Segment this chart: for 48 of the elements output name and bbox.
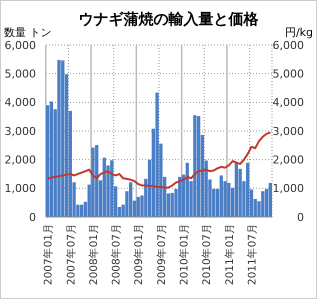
y2-tick-label: 0 (297, 210, 304, 224)
x-tick-label: 2008年01月 (88, 223, 100, 286)
chart-title: ウナギ蒲焼の輸入量と価格 (78, 10, 260, 28)
y2-axis-title: 円/kg (284, 26, 313, 39)
bar (46, 105, 50, 217)
y2-tick-label: 5,000 (272, 68, 304, 81)
bar (220, 175, 223, 217)
bar (102, 158, 106, 217)
y2-tick-label: 2,000 (272, 154, 304, 167)
bar (261, 191, 264, 217)
x-tick-label: 2010年07月 (201, 223, 214, 286)
bar (246, 162, 250, 217)
bar (129, 182, 132, 217)
x-tick-label: 2009年01月 (133, 223, 146, 286)
bar (136, 196, 140, 217)
bar (196, 116, 200, 217)
x-tick-label: 2010年01月 (178, 223, 191, 286)
bar (178, 176, 182, 217)
x-tick-label: 2011年01月 (224, 223, 236, 286)
x-tick-label: 2008年07月 (110, 223, 123, 286)
line-series (46, 131, 272, 189)
bar (186, 162, 189, 217)
bar (155, 92, 159, 217)
y-tick-label: 3,000 (4, 124, 36, 138)
y-tick-label: 1,000 (4, 182, 36, 196)
y2-tick-label: 3,000 (272, 124, 304, 138)
y-tick-label: 0 (29, 210, 36, 224)
y2-tick-label: 6,000 (272, 38, 304, 52)
bar (110, 160, 114, 217)
y-tick-label: 6,000 (4, 38, 36, 52)
y-tick-label: 2,000 (4, 154, 36, 167)
y-axis-title: 数量 トン (4, 26, 52, 39)
bar (227, 182, 230, 217)
y-tick-label: 5,000 (4, 68, 36, 81)
x-tick-label: 2007年01月 (42, 223, 55, 286)
y2-tick-label: 4,000 (272, 96, 304, 110)
x-tick-label: 2009年07月 (156, 223, 168, 286)
x-tick-label: 2007年07月 (65, 223, 78, 286)
bar (61, 60, 64, 217)
bar (193, 115, 197, 217)
bar (234, 162, 238, 217)
bar (80, 204, 84, 217)
y2-tick-label: 1,000 (272, 182, 304, 196)
x-tick-label: 2011年07月 (246, 223, 258, 286)
y-tick-label: 4,000 (4, 96, 36, 110)
bar (170, 192, 174, 217)
bar (268, 182, 272, 217)
bar (95, 145, 98, 217)
